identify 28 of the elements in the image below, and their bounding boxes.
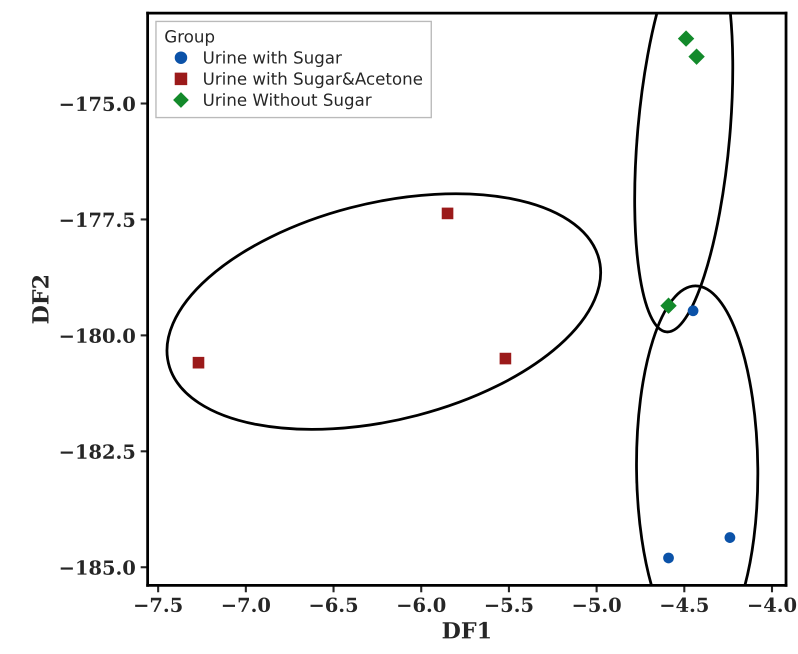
x-tick-label: −7.0: [222, 597, 270, 612]
x-axis-title: DF1: [442, 622, 490, 638]
point: [192, 356, 204, 369]
point: [500, 352, 512, 364]
point: [442, 208, 454, 220]
x-tick-label: −4.5: [661, 597, 708, 612]
x-tick-label: −5.0: [574, 597, 621, 612]
x-tick-label: −5.5: [486, 598, 533, 612]
legend-label: Urine with Sugar&Acetone: [204, 72, 422, 88]
legend-label: Urine with Sugar: [204, 50, 342, 68]
x-tick-label: −6.5: [310, 597, 358, 612]
y-tick-label: −177.5: [60, 212, 134, 228]
y-tick-label: −182.5: [60, 444, 134, 459]
legend-title: Group: [165, 30, 214, 46]
y-tick-label: −175.0: [60, 96, 135, 112]
y-axis-title: DF2: [32, 276, 48, 324]
point: [660, 297, 677, 314]
legend-label: Urine Without Sugar: [204, 93, 372, 110]
y-tick-label: −180.0: [60, 328, 135, 344]
x-tick-label: −6.0: [398, 597, 446, 612]
point: [663, 552, 674, 564]
point: [688, 305, 698, 316]
x-tick-label: −4.0: [749, 597, 796, 612]
point: [678, 30, 694, 47]
point: [688, 48, 705, 65]
x-tick-label: −7.5: [135, 598, 182, 612]
point: [724, 532, 736, 543]
y-tick-label: −185.0: [60, 560, 135, 575]
